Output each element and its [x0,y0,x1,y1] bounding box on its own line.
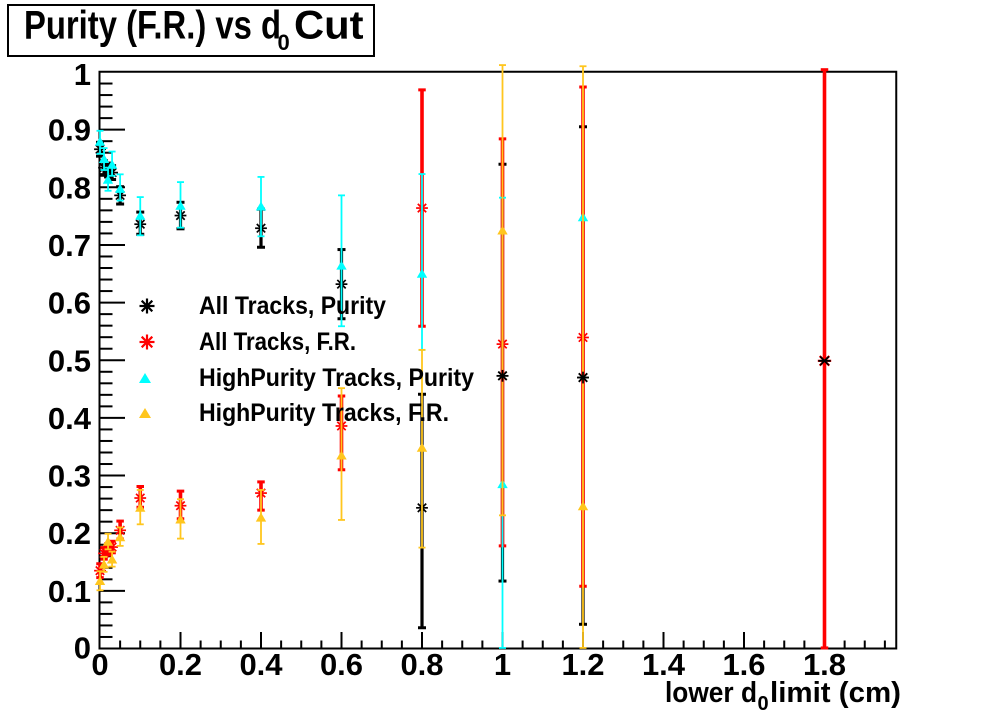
svg-text:0.7: 0.7 [48,228,91,263]
svg-text:1.6: 1.6 [722,647,765,682]
svg-text:limit (cm): limit (cm) [770,677,901,709]
svg-text:0.2: 0.2 [48,516,91,551]
svg-text:0.6: 0.6 [48,286,91,321]
svg-text:0.4: 0.4 [48,401,92,436]
svg-text:All Tracks, Purity: All Tracks, Purity [199,292,386,320]
svg-text:All Tracks, F.R.: All Tracks, F.R. [199,328,356,356]
svg-text:0: 0 [278,30,290,55]
svg-text:0.9: 0.9 [48,113,91,148]
svg-text:HighPurity Tracks, F.R.: HighPurity Tracks, F.R. [199,399,449,427]
svg-text:0.2: 0.2 [159,647,202,682]
svg-text:0.3: 0.3 [48,459,91,494]
svg-text:1.4: 1.4 [642,647,686,682]
svg-text:1.2: 1.2 [561,647,604,682]
svg-text:lower d: lower d [665,677,757,709]
svg-text:0: 0 [91,647,108,682]
svg-text:Purity (F.R.) vs d: Purity (F.R.) vs d [24,4,281,48]
svg-text:1: 1 [494,647,511,682]
svg-text:0.8: 0.8 [48,170,91,205]
svg-text:0.8: 0.8 [400,647,443,682]
svg-text:Cut: Cut [294,4,364,48]
svg-text:0.4: 0.4 [239,647,283,682]
svg-text:0.5: 0.5 [48,343,91,378]
svg-text:HighPurity Tracks, Purity: HighPurity Tracks, Purity [199,364,474,392]
svg-text:0: 0 [74,631,91,666]
svg-text:0.6: 0.6 [320,647,363,682]
svg-text:0: 0 [758,693,769,715]
svg-text:1.8: 1.8 [803,647,846,682]
svg-text:1: 1 [74,57,91,92]
svg-text:0.1: 0.1 [48,574,91,609]
